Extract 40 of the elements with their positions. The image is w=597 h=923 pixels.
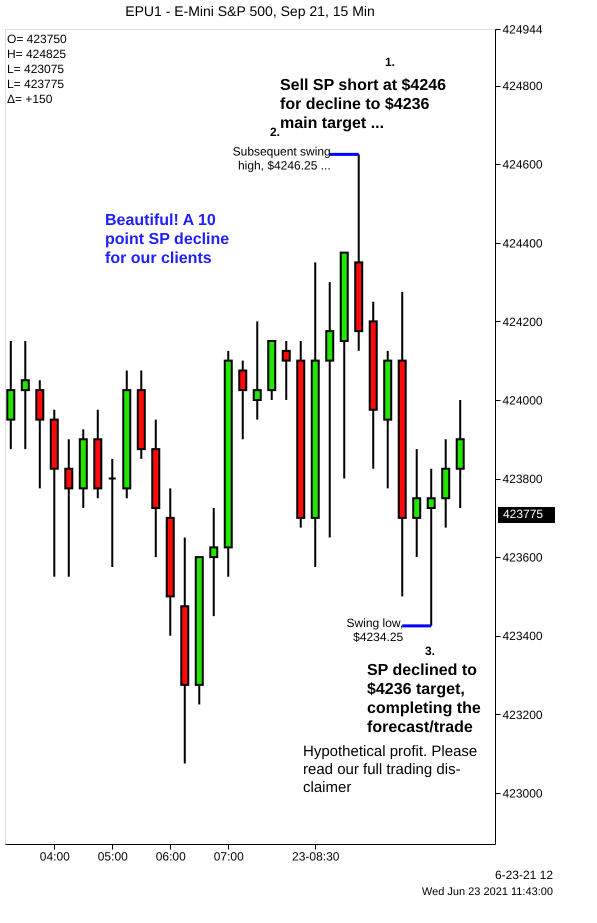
- y-tick-label: 424200: [502, 314, 543, 329]
- y-tick-label: 423400: [502, 629, 543, 644]
- annotation: O= 423750 H= 424825 L= 423075 L= 423775 Δ= +150: [7, 32, 68, 106]
- y-tick-label: 424400: [502, 236, 543, 250]
- y-tick-label: 423600: [502, 550, 543, 565]
- y-tick-label: 423200: [502, 708, 543, 722]
- candlestick: [426, 468, 436, 627]
- annotation: Swing low, $4234.25: [346, 616, 404, 644]
- candlestick: [108, 458, 117, 568]
- y-tick-label: 424600: [502, 158, 543, 172]
- candlestick: [20, 340, 30, 450]
- x-tick-label: 07:00: [214, 850, 244, 864]
- text: 423775: [503, 507, 544, 521]
- candlestick: [238, 360, 248, 440]
- y-tick-label: 423000: [502, 786, 543, 800]
- candlestick: [412, 448, 422, 558]
- candlestick: [252, 320, 262, 421]
- annotation: Beautiful! A 10 point SP decline for our clients: [105, 212, 230, 267]
- y-tick-label: 423800: [502, 472, 543, 486]
- candlestick: [325, 281, 334, 538]
- text: 6-23-21 12: [494, 868, 554, 882]
- x-tick-label: 05:00: [98, 850, 128, 864]
- annotation: 3.: [424, 644, 436, 658]
- x-tick-label: 06:00: [156, 850, 186, 864]
- x-tick-label: 23-08:30: [292, 850, 340, 864]
- chart-title: EPU1 - E-Mini S&P 500, Sep 21, 15 Min: [125, 3, 375, 19]
- annotation: Subsequent swing high, $4246.25 ...: [232, 144, 331, 172]
- annotation: 2.: [270, 125, 280, 139]
- annotation: 1.: [384, 55, 396, 69]
- y-tick-label: 424000: [502, 393, 543, 408]
- text: Wed Jun 23 2021 11:43:00: [422, 886, 553, 898]
- x-tick-label: 04:00: [40, 850, 70, 864]
- candlestick: [282, 340, 291, 401]
- y-tick-label: 424800: [502, 79, 543, 94]
- annotation: Hypothetical profit. Please read our full trading dis- claimer: [303, 743, 478, 796]
- annotation: Sell SP short at $4246 for decline to $4236 main target ...: [280, 77, 446, 132]
- annotation: SP declined to $4236 target, completing the forecast/trade: [367, 662, 481, 736]
- candlestick: [64, 438, 74, 578]
- y-tick-label: 424944: [502, 22, 543, 36]
- candlestick: [209, 507, 218, 618]
